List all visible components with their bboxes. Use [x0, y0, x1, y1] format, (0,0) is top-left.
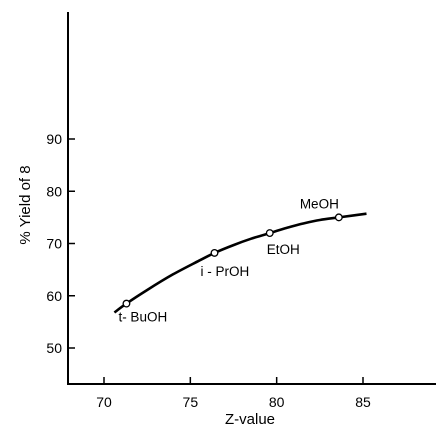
- y-tick-label: 70: [46, 236, 62, 252]
- point-label: EtOH: [267, 242, 300, 257]
- x-tick-label: 75: [183, 394, 199, 410]
- x-tick-label: 70: [96, 394, 112, 410]
- y-ticks: 50 60 70 80 90: [46, 131, 75, 356]
- data-points: t- BuOH i - PrOH EtOH MeOH: [118, 196, 343, 325]
- data-point: [334, 213, 343, 222]
- y-tick-label: 80: [46, 183, 62, 199]
- y-tick-label: 90: [46, 131, 62, 147]
- data-point: [265, 229, 274, 237]
- x-ticks: 70 75 80 85: [96, 377, 371, 410]
- x-tick-label: 80: [269, 394, 285, 410]
- x-tick-label: 85: [355, 394, 371, 410]
- x-axis-label: Z-value: [225, 411, 275, 428]
- axes: [67, 12, 436, 385]
- y-tick-label: 50: [46, 340, 62, 356]
- data-point: [210, 248, 219, 257]
- point-label: t- BuOH: [118, 310, 167, 325]
- data-point: [122, 299, 131, 308]
- y-tick-label: 60: [46, 288, 62, 304]
- point-label: i - PrOH: [201, 264, 250, 279]
- point-label: MeOH: [300, 196, 339, 211]
- yield-curve: [113, 212, 367, 314]
- y-axis-label: % Yield of 8: [17, 165, 34, 244]
